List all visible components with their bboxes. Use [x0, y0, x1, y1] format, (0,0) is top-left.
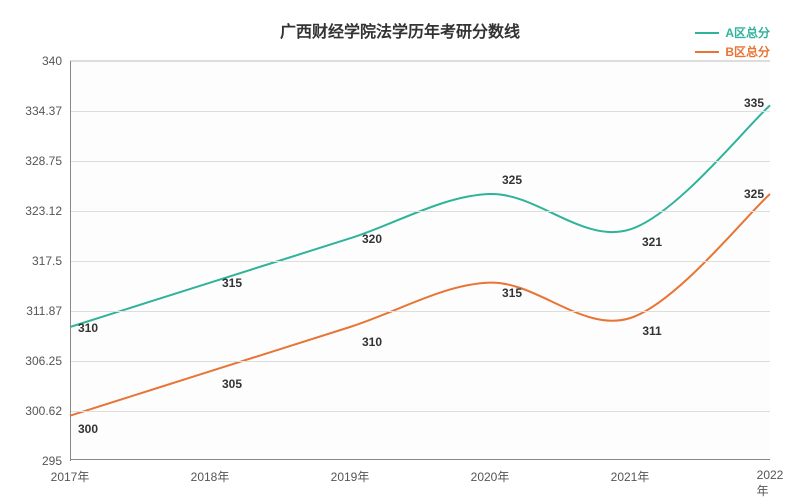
chart-container: 广西财经学院法学历年考研分数线 A区总分B区总分 295300.62306.25…: [0, 0, 800, 500]
series-line: [70, 194, 770, 416]
gridline-h: [70, 361, 770, 362]
legend-swatch: [695, 51, 719, 53]
data-point-label: 311: [640, 324, 663, 338]
y-axis-label: 295: [42, 454, 62, 468]
data-point-label: 325: [742, 187, 766, 201]
data-point-label: 325: [500, 173, 524, 187]
x-axis-line: [70, 459, 770, 460]
x-axis-label: 2021年: [611, 468, 650, 485]
gridline-h: [70, 211, 770, 212]
y-axis-label: 323.12: [25, 204, 62, 218]
data-point-label: 310: [360, 335, 384, 349]
legend-swatch: [695, 32, 719, 34]
x-axis-label: 2022年: [757, 468, 784, 499]
series-line: [70, 105, 770, 327]
legend-item: B区总分: [695, 43, 770, 60]
data-point-label: 320: [360, 232, 384, 246]
chart-title: 广西财经学院法学历年考研分数线: [280, 18, 520, 42]
legend-label: B区总分: [725, 43, 770, 60]
data-point-label: 321: [640, 235, 664, 249]
data-point-label: 335: [742, 96, 766, 110]
x-axis-label: 2017年: [51, 468, 90, 485]
y-axis-label: 334.37: [25, 104, 62, 118]
y-axis-label: 317.5: [32, 254, 62, 268]
data-point-label: 315: [500, 286, 524, 300]
x-axis-label: 2018年: [191, 468, 230, 485]
plot-area: 295300.62306.25311.87317.5323.12328.7533…: [70, 60, 770, 460]
x-axis-label: 2020年: [471, 468, 510, 485]
gridline-h: [70, 311, 770, 312]
legend: A区总分 B区总分: [695, 24, 770, 62]
gridline-h: [70, 61, 770, 62]
y-axis-line: [70, 61, 71, 461]
x-axis-label: 2019年: [331, 468, 370, 485]
y-axis-label: 300.62: [25, 404, 62, 418]
legend-label: A区总分: [725, 24, 770, 41]
y-axis-label: 311.87: [26, 304, 62, 318]
data-point-label: 310: [76, 321, 100, 335]
legend-item: A区总分: [695, 24, 770, 41]
gridline-h: [70, 411, 770, 412]
gridline-h: [70, 261, 770, 262]
gridline-h: [70, 161, 770, 162]
y-axis-label: 306.25: [25, 354, 62, 368]
gridline-h: [70, 111, 770, 112]
data-point-label: 300: [76, 422, 100, 436]
data-point-label: 305: [220, 377, 244, 391]
y-axis-label: 328.75: [25, 154, 62, 168]
y-axis-label: 340: [42, 54, 62, 68]
data-point-label: 315: [220, 276, 244, 290]
